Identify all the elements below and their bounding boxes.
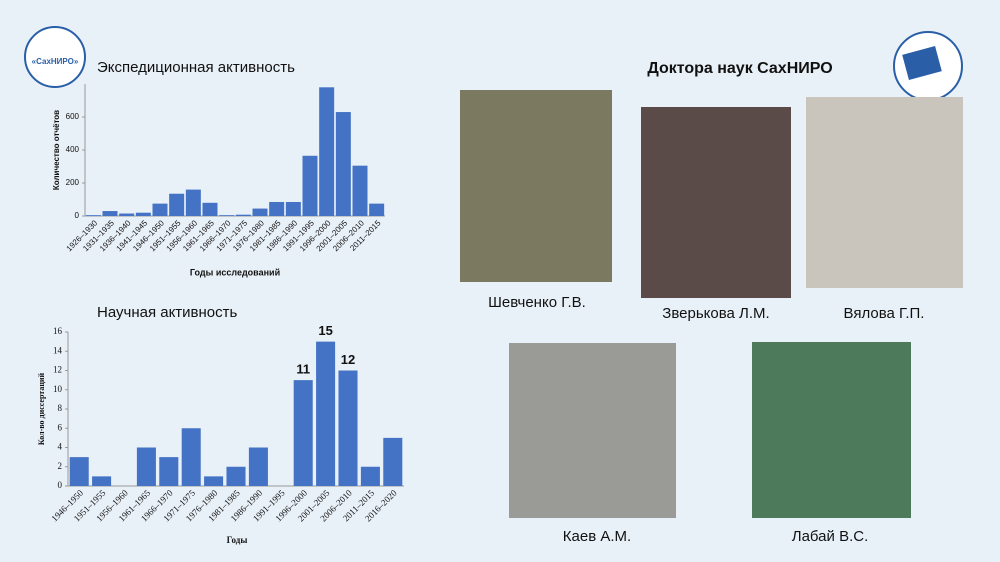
- chart-title: Экспедиционная активность: [97, 59, 295, 76]
- bar: [136, 447, 156, 486]
- bar: [360, 466, 380, 486]
- logo-text: «СахНИРО»: [32, 57, 79, 66]
- person-name: Зверькова Л.М.: [662, 305, 769, 322]
- person-name: Каев А.М.: [563, 528, 631, 545]
- bar: [316, 341, 336, 486]
- y-tick-label: 400: [66, 145, 80, 154]
- chart-title: Научная активность: [97, 304, 238, 321]
- photo: [509, 343, 676, 518]
- bar: [135, 212, 151, 216]
- data-label: 12: [341, 352, 355, 367]
- y-tick-label: 600: [66, 112, 80, 121]
- y-tick-label: 0: [75, 211, 80, 220]
- y-tick-label: 16: [53, 326, 63, 336]
- bar: [335, 112, 351, 216]
- bar: [248, 447, 268, 486]
- bar: [369, 203, 385, 216]
- photo: [641, 107, 791, 298]
- y-tick-label: 6: [58, 422, 63, 432]
- bar: [152, 203, 168, 216]
- y-tick-label: 200: [66, 178, 80, 187]
- photos: [460, 90, 963, 518]
- bar: [85, 215, 101, 216]
- bar: [285, 201, 301, 216]
- y-tick-label: 12: [53, 365, 62, 375]
- bar: [181, 428, 201, 486]
- bar: [92, 476, 112, 486]
- person-name: Шевченко Г.В.: [488, 294, 586, 311]
- photo: [752, 342, 911, 518]
- logo-left: «СахНИРО»: [24, 26, 86, 88]
- bar: [226, 466, 246, 486]
- y-axis-label: Кол-во диссертаций: [37, 372, 46, 445]
- person-name: Вялова Г.П.: [844, 305, 925, 322]
- heading: Доктора наук СахНИРО: [647, 60, 832, 77]
- bar: [269, 201, 285, 216]
- y-tick-label: 10: [53, 384, 63, 394]
- bar: [219, 215, 235, 216]
- photo: [460, 90, 612, 282]
- bar: [202, 202, 218, 216]
- bar: [319, 87, 335, 216]
- bar: [102, 211, 118, 216]
- logo-flag: [902, 46, 942, 80]
- y-tick-label: 0: [58, 480, 63, 490]
- y-tick-label: 8: [58, 403, 63, 413]
- bar: [302, 155, 318, 216]
- bar: [69, 457, 89, 486]
- bar: [204, 476, 224, 486]
- bar: [119, 213, 135, 216]
- bar: [185, 189, 201, 216]
- y-axis-label: Количество отчётов: [52, 110, 61, 190]
- y-tick-label: 14: [53, 345, 63, 355]
- x-axis-label: Годы: [227, 535, 248, 545]
- bar: [293, 380, 313, 486]
- logo-right: [893, 31, 963, 101]
- bar: [383, 437, 403, 486]
- data-label: 11: [296, 362, 310, 377]
- photo: [806, 97, 963, 288]
- bar: [235, 214, 251, 216]
- person-name: Лабай В.С.: [792, 528, 869, 545]
- bar: [252, 208, 268, 216]
- bar: [352, 165, 368, 216]
- y-tick-label: 2: [58, 461, 63, 471]
- bar: [338, 370, 358, 486]
- logo-ring: [24, 26, 86, 88]
- x-axis-label: Годы исследований: [190, 267, 280, 277]
- bar: [169, 193, 185, 216]
- y-tick-label: 4: [58, 442, 63, 452]
- bar: [159, 457, 179, 486]
- data-label: 15: [318, 323, 332, 338]
